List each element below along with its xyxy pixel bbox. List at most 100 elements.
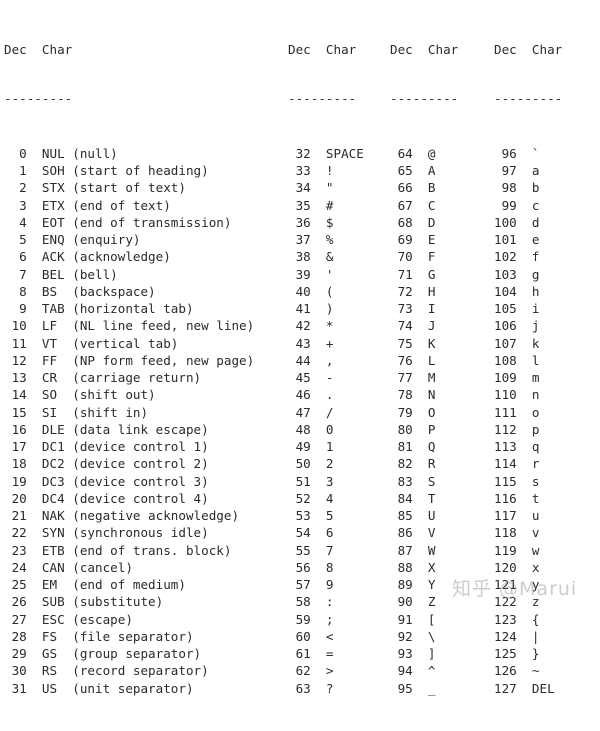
table-row: 94 ^ [390,663,436,679]
table-row: 82 R [390,456,436,472]
table-row: 124 | [494,628,540,644]
table-row: 4 EOT (end of transmission) [4,214,232,230]
table-row: 19 DC3 (device control 3) [4,473,209,489]
table-row: 62 > [288,663,334,679]
table-row: 105 i [494,301,540,316]
table-row: 27 ESC (escape) [4,611,133,627]
column-header-0: Dec Char [4,41,73,57]
table-row: 92 \ [390,628,436,644]
table-row: 63 ? [288,680,334,696]
table-row: 113 q [494,439,540,454]
ascii-table: Dec Char --------- 0 NUL (null) 1 SOH (s… [4,41,576,696]
ascii-column-2: Dec Char --------- 64 @ 65 A 66 B 67 C 6… [390,6,458,731]
table-row: 9 TAB (horizontal tab) [4,301,194,316]
table-row: 122 z [494,594,540,610]
table-row: 37 % [288,232,334,247]
table-row: 39 ' [288,266,334,282]
table-row: 24 CAN (cancel) [4,559,133,575]
table-row: 102 f [494,249,540,265]
table-row: 108 l [494,352,540,368]
column-rule-3: --------- [494,91,563,107]
table-row: 96 ` [494,145,540,161]
table-row: 75 K [390,335,436,351]
table-row: 29 GS (group separator) [4,646,202,661]
table-row: 67 C [390,197,436,213]
table-row: 71 G [390,266,436,282]
table-row: 118 v [494,525,540,541]
table-row: 69 E [390,232,436,247]
table-row: 74 J [390,318,436,334]
table-row: 33 ! [288,163,334,178]
table-row: 111 o [494,404,540,420]
table-row: 86 V [390,525,436,541]
table-row: 57 9 [288,577,334,592]
table-row: 50 2 [288,456,334,472]
table-row: 41 ) [288,301,334,316]
table-row: 116 t [494,490,540,506]
table-row: 81 Q [390,439,436,454]
column-rule-2: --------- [390,91,459,107]
table-row: 30 RS (record separator) [4,663,209,679]
table-row: 70 F [390,249,436,265]
table-row: 107 k [494,335,540,351]
table-row: 31 US (unit separator) [4,680,194,696]
table-row: 26 SUB (substitute) [4,594,164,610]
table-row: 84 T [390,490,436,506]
table-row: 103 g [494,266,540,282]
table-row: 3 ETX (end of text) [4,197,171,213]
table-row: 14 SO (shift out) [4,387,156,403]
table-row: 15 SI (shift in) [4,404,149,420]
table-row: 12 FF (NP form feed, new page) [4,352,255,368]
table-row: 45 - [288,370,334,385]
table-row: 88 X [390,559,436,575]
table-row: 13 CR (carriage return) [4,370,202,385]
table-row: 11 VT (vertical tab) [4,335,179,351]
table-row: 59 ; [288,611,334,627]
column-rule-0: --------- [4,91,73,107]
table-row: 66 B [390,180,436,196]
table-row: 85 U [390,508,436,523]
table-row: 114 r [494,456,540,472]
table-row: 80 P [390,421,436,437]
table-row: 40 ( [288,283,334,299]
table-row: 97 a [494,163,540,178]
table-row: 46 . [288,387,334,403]
table-row: 123 { [494,611,540,627]
table-row: 60 < [288,628,334,644]
table-row: 127 DEL [494,680,555,696]
table-row: 125 } [494,646,540,661]
table-row: 115 s [494,473,540,489]
table-row: 65 A [390,163,436,178]
table-row: 53 5 [288,508,334,523]
table-row: 34 " [288,180,334,196]
table-row: 20 DC4 (device control 4) [4,490,209,506]
table-row: 76 L [390,352,436,368]
table-row: 17 DC1 (device control 1) [4,439,209,454]
table-row: 21 NAK (negative acknowledge) [4,508,240,523]
table-row: 87 W [390,542,436,558]
table-row: 54 6 [288,525,334,541]
table-row: 101 e [494,232,540,247]
column-header-3: Dec Char [494,41,563,57]
table-row: 90 Z [390,594,436,610]
ascii-column-3: Dec Char --------- 96 ` 97 a 98 b 99 c 10… [494,6,562,731]
table-row: 106 j [494,318,540,334]
column-rows-1: 32 SPACE 33 ! 34 " 35 # 36 $ 37 % 38 & 3… [288,145,364,697]
column-header-2: Dec Char [390,41,459,57]
table-row: 52 4 [288,490,334,506]
table-row: 56 8 [288,559,334,575]
table-row: 93 ] [390,646,436,661]
table-row: 51 3 [288,473,334,489]
table-row: 100 d [494,214,540,230]
table-row: 55 7 [288,542,334,558]
table-row: 95 _ [390,680,436,696]
table-row: 43 + [288,335,334,351]
table-row: 72 H [390,283,436,299]
table-row: 38 & [288,249,334,265]
table-row: 104 h [494,283,540,299]
column-rows-0: 0 NUL (null) 1 SOH (start of heading) 2 … [4,145,255,697]
table-row: 73 I [390,301,436,316]
table-row: 117 u [494,508,540,523]
column-rows-2: 64 @ 65 A 66 B 67 C 68 D 69 E 70 F 71 G … [390,145,458,697]
